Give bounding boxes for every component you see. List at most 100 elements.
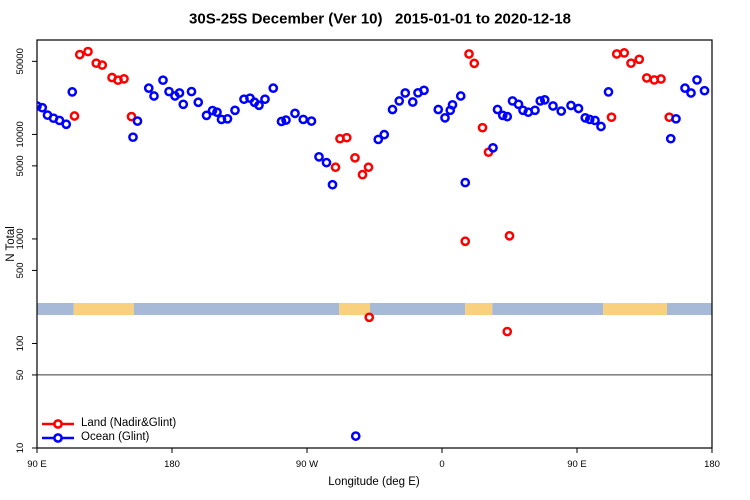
data-point-ocean: [455, 91, 466, 101]
legend-label-land: Land (Nadir&Glint): [81, 417, 177, 429]
data-point-ocean: [590, 115, 600, 126]
data-point-ocean: [513, 99, 524, 110]
data-point-land: [502, 326, 513, 337]
data-point-ocean: [260, 94, 270, 105]
data-point-ocean: [530, 105, 540, 116]
band-segment-ocean: [133, 302, 340, 316]
land-marker-icon: [42, 418, 74, 429]
band-segment-ocean: [667, 302, 712, 316]
legend: Land (Nadir&Glint) Ocean (Glint): [41, 417, 176, 444]
data-point-ocean: [207, 105, 218, 116]
data-point-land: [619, 48, 630, 58]
data-point-ocean: [460, 177, 471, 188]
data-point-land: [626, 58, 636, 69]
data-point-ocean: [400, 88, 411, 98]
y-tick-label: 10: [15, 443, 26, 454]
data-point-ocean: [502, 111, 513, 122]
data-point-ocean: [596, 121, 606, 132]
data-point-ocean: [350, 431, 361, 441]
data-point-land: [330, 162, 341, 173]
y-tick-label: 50: [15, 370, 26, 381]
data-point-land: [364, 312, 375, 323]
data-point-ocean: [54, 115, 65, 126]
data-point-ocean: [419, 85, 429, 96]
data-point-ocean: [692, 75, 702, 85]
plot-frame: [36, 39, 713, 449]
data-point-ocean: [535, 96, 546, 106]
data-point-ocean: [387, 104, 398, 115]
data-point-ocean: [174, 88, 185, 98]
x-axis-label: Longitude (deg E): [328, 476, 420, 488]
legend-item-land: Land (Nadir&Glint): [41, 417, 176, 430]
y-tick-label: 100: [15, 336, 26, 352]
data-point-ocean: [394, 96, 405, 106]
data-point-land: [477, 122, 488, 133]
data-point-ocean: [276, 116, 287, 127]
band-segment-ocean: [37, 302, 74, 316]
data-point-land: [350, 152, 360, 163]
data-point-ocean: [128, 132, 138, 143]
data-point-ocean: [686, 88, 696, 98]
data-point-ocean: [132, 116, 143, 126]
data-point-ocean: [488, 142, 498, 153]
band-segment-ocean: [370, 302, 466, 316]
data-point-ocean: [671, 113, 681, 124]
data-point-land: [469, 58, 480, 69]
data-point-ocean: [230, 105, 240, 116]
data-point-ocean: [556, 106, 567, 116]
data-point-ocean: [665, 133, 676, 144]
data-point-ocean: [281, 115, 291, 125]
data-point-land: [119, 73, 129, 84]
data-point-ocean: [201, 110, 212, 121]
chart-title: 30S-25S December (Ver 10) 2015-01-01 to …: [189, 10, 571, 28]
data-point-ocean: [580, 112, 591, 123]
y-tick-label: 10000: [15, 121, 26, 147]
data-point-land: [641, 73, 652, 83]
legend-label-ocean: Ocean (Glint): [81, 431, 150, 443]
band-segment-land: [465, 302, 493, 316]
data-point-ocean: [566, 100, 576, 111]
y-axis-ticks: 10 50 100 500 1000 5000 10000 50000: [15, 48, 37, 453]
y-tick-label: 5000: [15, 155, 26, 176]
data-point-ocean: [306, 116, 317, 126]
data-point-ocean: [193, 97, 204, 108]
data-point-ocean: [290, 108, 300, 119]
data-point-ocean: [314, 151, 324, 162]
data-point-ocean: [699, 85, 710, 96]
data-point-land: [634, 54, 645, 65]
data-point-ocean: [212, 107, 222, 118]
x-tick-label: 90 E: [567, 459, 587, 470]
y-tick-label: 50000: [15, 48, 26, 74]
data-point-ocean: [158, 75, 168, 86]
data-point-land: [357, 169, 368, 180]
data-point-ocean: [143, 83, 154, 93]
data-point-land: [69, 111, 80, 121]
data-points: [37, 46, 710, 441]
x-tick-label: 180: [704, 459, 720, 470]
data-point-land: [341, 132, 352, 143]
data-point-ocean: [222, 113, 233, 124]
data-point-ocean: [440, 112, 450, 123]
data-point-ocean: [548, 101, 558, 111]
y-axis-label: N Total: [5, 226, 17, 262]
data-point-ocean: [37, 101, 42, 111]
data-point-ocean: [447, 99, 458, 110]
data-point-ocean: [373, 134, 384, 145]
data-point-ocean: [164, 86, 174, 97]
band-segment-land: [603, 302, 667, 316]
x-tick-label: 180: [164, 459, 180, 470]
data-point-land: [363, 162, 374, 173]
data-point-ocean: [67, 87, 78, 97]
data-point-ocean: [254, 100, 264, 111]
data-point-ocean: [603, 87, 614, 97]
data-point-ocean: [433, 104, 444, 115]
data-point-ocean: [186, 86, 197, 97]
data-point-ocean: [573, 103, 584, 114]
ocean-marker-icon: [42, 432, 74, 443]
data-point-ocean: [584, 114, 595, 125]
data-point-ocean: [298, 114, 309, 125]
x-tick-label: 90 E: [27, 459, 47, 470]
data-point-ocean: [149, 91, 159, 101]
data-point-ocean: [492, 104, 503, 115]
data-point-ocean: [497, 110, 508, 121]
